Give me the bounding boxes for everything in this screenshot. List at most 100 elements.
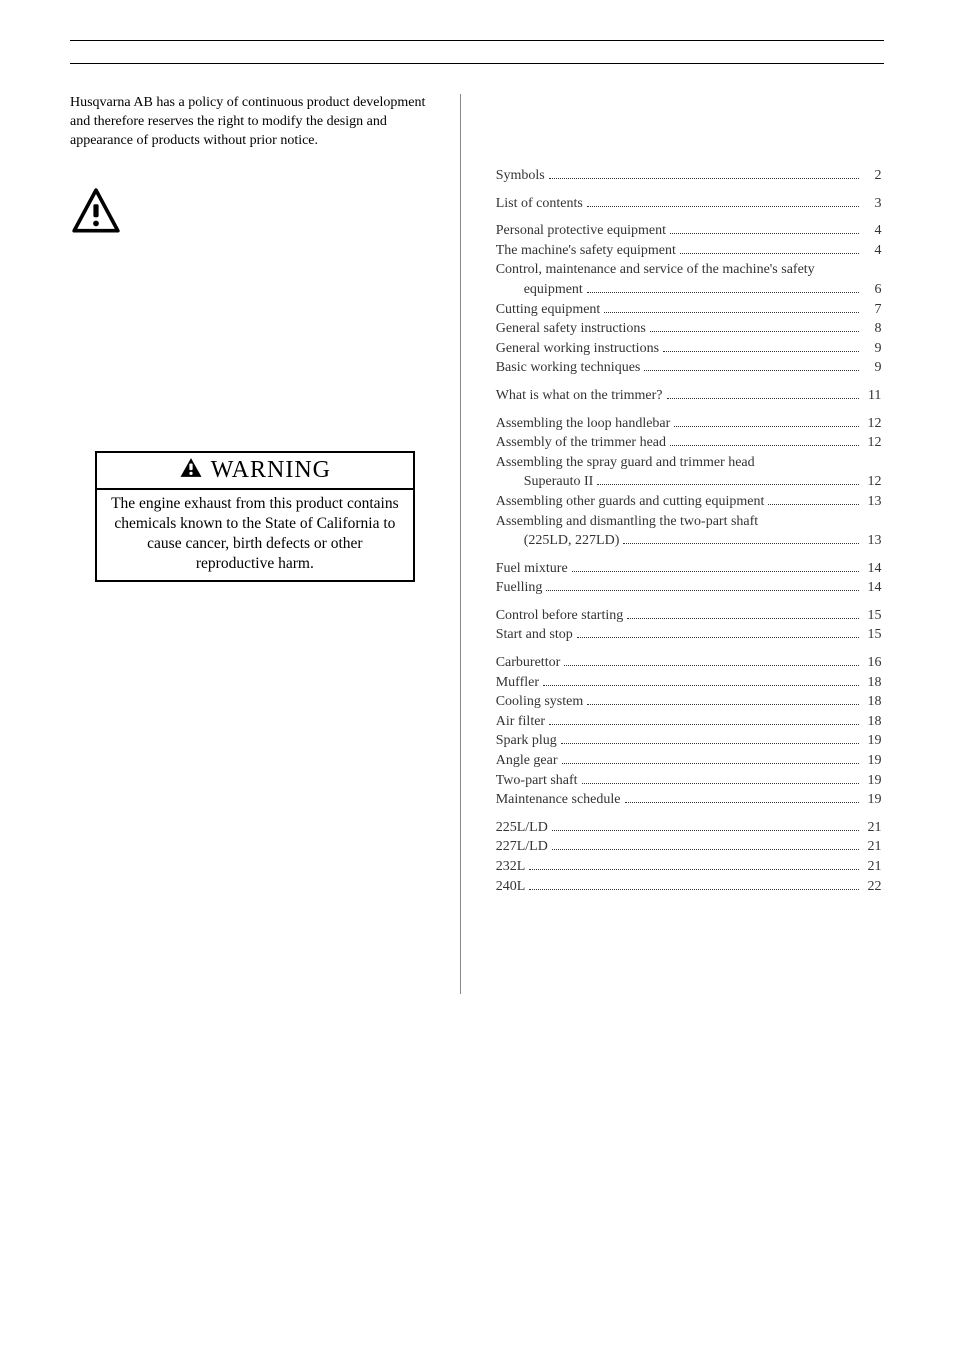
- toc-dots: [670, 445, 859, 446]
- toc-dots: [564, 665, 859, 666]
- toc-page: 21: [863, 837, 881, 857]
- toc-dots: [552, 849, 860, 850]
- toc-group: Fuel mixture 14 Fuelling 14: [496, 559, 882, 598]
- toc-page: 13: [863, 531, 881, 551]
- toc-label: The machine's safety equipment: [496, 241, 676, 261]
- toc-label: List of contents: [496, 194, 583, 214]
- header-rule: [70, 40, 884, 64]
- toc-entry: Start and stop15: [496, 625, 882, 645]
- toc-label: 225L/LD: [496, 818, 548, 838]
- toc-group: Assembling the loop handlebar12Assembly …: [496, 414, 882, 551]
- toc-entry: The machine's safety equipment4: [496, 241, 882, 261]
- toc-label: Cooling system: [496, 692, 584, 712]
- toc-entry-wrap: Assembling and dismantling the two-part …: [496, 512, 882, 532]
- table-of-contents: Symbols2List of contents3Personal protec…: [496, 166, 882, 896]
- toc-label: Control before starting: [496, 606, 624, 626]
- toc-top-spacer: [496, 94, 882, 166]
- toc-dots: [529, 869, 859, 870]
- toc-label: 227L/LD: [496, 837, 548, 857]
- toc-label: Basic working techniques: [496, 358, 641, 378]
- toc-page: 21: [863, 857, 881, 877]
- toc-entry: Muffler18: [496, 673, 882, 693]
- toc-page: 2: [863, 166, 881, 186]
- toc-entry: 232L 21: [496, 857, 882, 877]
- toc-label: Angle gear: [496, 751, 558, 771]
- toc-dots: [546, 590, 859, 591]
- caution-triangle-icon: [70, 225, 122, 242]
- toc-label: Fuel mixture: [496, 559, 568, 579]
- toc-dots: [597, 484, 859, 485]
- toc-page: 6: [863, 280, 881, 300]
- toc-label: Maintenance schedule: [496, 790, 621, 810]
- toc-page: 14: [863, 578, 881, 598]
- toc-page: 13: [863, 492, 881, 512]
- toc-label: Control, maintenance and service of the …: [496, 262, 815, 277]
- toc-dots: [604, 312, 859, 313]
- toc-group: Personal protective equipment4The machin…: [496, 221, 882, 378]
- toc-entry: 227L/LD 21: [496, 837, 882, 857]
- toc-group: Carburettor16Muffler18Cooling system 18 Ai…: [496, 653, 882, 810]
- toc-entry: Carburettor16: [496, 653, 882, 673]
- toc-label: General working instructions: [496, 339, 659, 359]
- toc-dots: [650, 331, 860, 332]
- toc-page: 4: [863, 221, 881, 241]
- toc-label: Air filter: [496, 712, 545, 732]
- toc-dots: [623, 543, 859, 544]
- toc-page: 18: [863, 692, 881, 712]
- toc-dots: [572, 571, 860, 572]
- toc-entry: Cooling system 18: [496, 692, 882, 712]
- toc-dots: [644, 370, 859, 371]
- warning-triangle-icon: [179, 457, 203, 483]
- toc-label: 240L: [496, 877, 526, 897]
- toc-entry: Two-part shaft19: [496, 771, 882, 791]
- toc-dots: [549, 178, 860, 179]
- toc-entry: Control before starting 15: [496, 606, 882, 626]
- toc-label: 232L: [496, 857, 526, 877]
- toc-dots: [667, 398, 860, 399]
- toc-group: 225L/LD21227L/LD21232L21240L22: [496, 818, 882, 896]
- toc-dots: [587, 704, 859, 705]
- left-column: Husqvarna AB has a policy of continuous …: [70, 94, 461, 994]
- toc-dots: [674, 426, 859, 427]
- toc-entry: Spark plug 19: [496, 731, 882, 751]
- toc-page: 9: [863, 339, 881, 359]
- toc-page: 7: [863, 300, 881, 320]
- toc-dots: [670, 233, 859, 234]
- toc-entry: General safety instructions8: [496, 319, 882, 339]
- toc-group: Symbols2: [496, 166, 882, 186]
- toc-entry: Assembly of the trimmer head12: [496, 433, 882, 453]
- toc-dots: [577, 637, 860, 638]
- toc-label: General safety instructions: [496, 319, 646, 339]
- warning-title: WARNING: [211, 457, 331, 484]
- toc-entry: Assembling other guards and cutting equi…: [496, 492, 882, 512]
- warning-box: WARNING The engine exhaust from this pro…: [95, 451, 415, 583]
- toc-dots: [768, 504, 859, 505]
- toc-dots: [562, 763, 860, 764]
- toc-label: What is what on the trimmer?: [496, 386, 663, 406]
- toc-label: Personal protective equipment: [496, 221, 666, 241]
- toc-entry: Angle gear19: [496, 751, 882, 771]
- toc-dots: [625, 802, 860, 803]
- warning-header: WARNING: [97, 453, 413, 490]
- toc-dots: [529, 889, 859, 890]
- toc-entry: Maintenance schedule19: [496, 790, 882, 810]
- toc-entry: Superauto II12: [524, 472, 882, 492]
- toc-label: Fuelling: [496, 578, 543, 598]
- toc-page: 19: [863, 731, 881, 751]
- toc-label: Assembling other guards and cutting equi…: [496, 492, 765, 512]
- toc-dots: [663, 351, 859, 352]
- toc-group: What is what on the trimmer?11: [496, 386, 882, 406]
- toc-entry: 225L/LD21: [496, 818, 882, 838]
- toc-entry: Symbols2: [496, 166, 882, 186]
- toc-label: Assembling the spray guard and trimmer h…: [496, 455, 755, 470]
- toc-entry: Assembling the loop handlebar12: [496, 414, 882, 434]
- toc-page: 16: [863, 653, 881, 673]
- toc-page: 19: [863, 771, 881, 791]
- toc-page: 15: [863, 606, 881, 626]
- toc-label: Spark plug: [496, 731, 557, 751]
- toc-dots: [627, 618, 859, 619]
- toc-page: 14: [863, 559, 881, 579]
- right-column: Symbols2List of contents3Personal protec…: [491, 94, 882, 994]
- toc-entry: Basic working techniques9: [496, 358, 882, 378]
- toc-page: 12: [863, 433, 881, 453]
